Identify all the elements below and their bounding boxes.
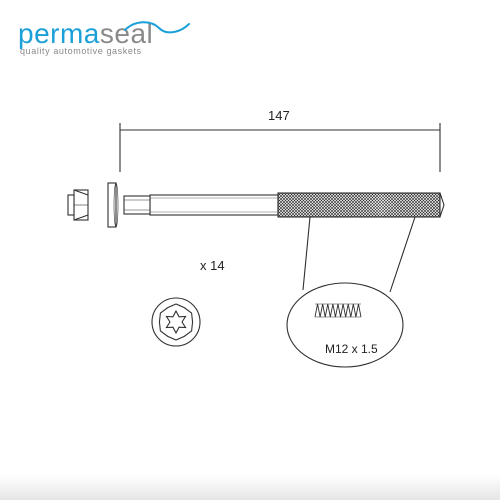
quantity-label: x 14 [200, 258, 225, 273]
length-dimension-label: 147 [268, 108, 290, 123]
thread-spec-label: M12 x 1.5 [325, 342, 378, 356]
bottom-divider [0, 474, 500, 500]
technical-drawing [0, 0, 500, 500]
